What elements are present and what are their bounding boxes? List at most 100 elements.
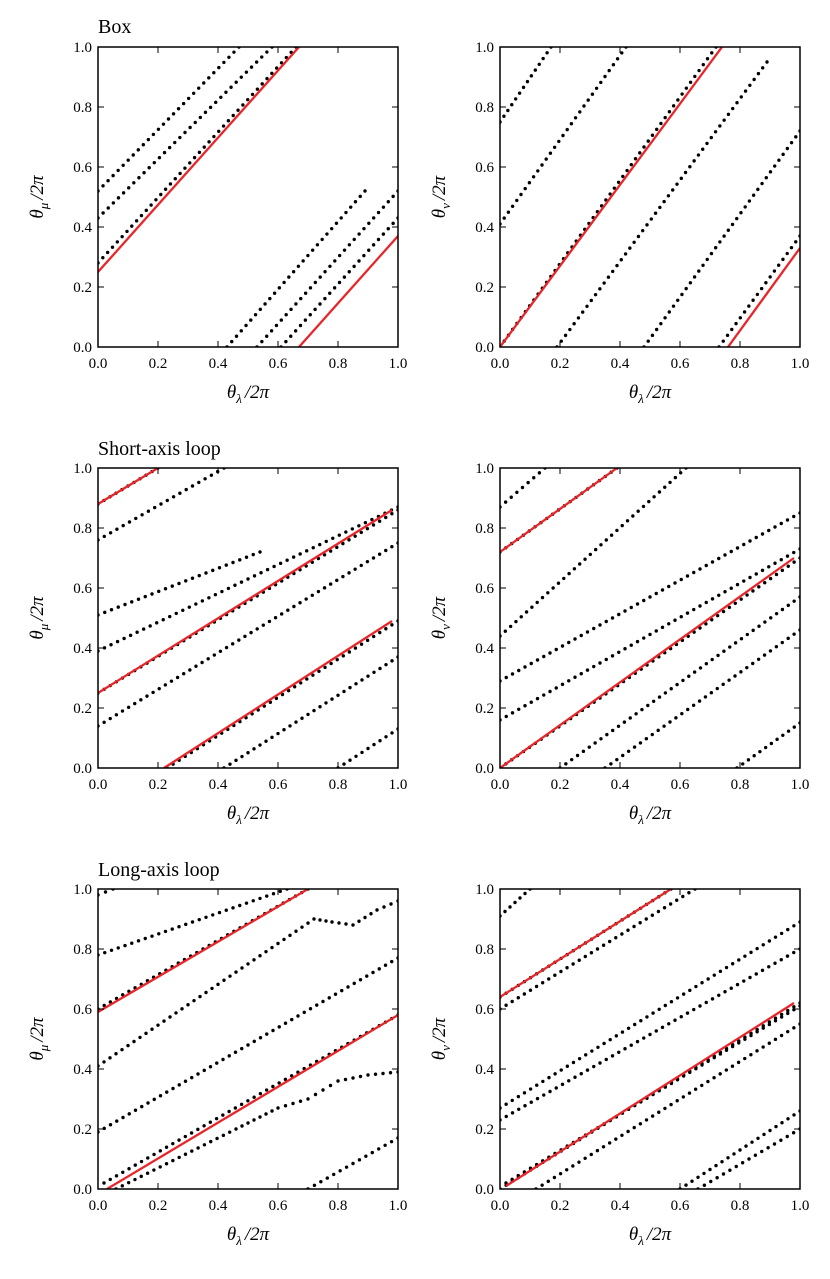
dot-point [581,310,585,314]
axes-frame [499,888,801,1190]
dot-point [632,745,637,749]
dot-point [785,554,790,558]
dot-point [571,1164,575,1168]
dot-point [673,475,678,480]
x-tick-label: 0.2 [149,356,168,372]
dot-point [687,1091,692,1095]
dot-point [792,1113,796,1117]
dot-point [541,1079,545,1084]
dot-point [145,1171,150,1175]
dot-point [733,641,738,645]
dot-point [335,545,339,550]
dot-point [710,618,714,622]
dot-point [371,523,376,527]
dot-point [292,604,296,609]
dot-point [145,694,149,698]
dot-point [529,661,533,666]
dot-point [691,703,696,707]
dot-point [127,1112,131,1116]
dot-point [620,932,624,936]
dot-point [246,1099,250,1103]
dot-point [766,1146,770,1150]
x-tick-label: 0.4 [209,356,228,372]
dot-point [270,71,274,76]
dot-point [540,595,545,600]
dot-point [102,534,107,539]
dot-point [698,666,703,670]
x-tick-label: 0.6 [269,1198,288,1214]
dot-point [663,316,667,320]
dot-point [779,931,784,936]
dot-point [180,1007,184,1011]
dot-point [271,892,276,896]
dot-point [639,1018,643,1023]
x-tick-label: 0.6 [269,356,288,372]
dot-point [717,993,721,998]
y-tick-label: 0.2 [475,701,494,717]
dot-series-5 [279,216,398,347]
dot-point [730,1064,735,1068]
row-title-long-axis-loop: Long-axis loop [98,859,220,881]
dot-point [642,636,646,640]
dot-point [726,1156,730,1160]
dot-point [739,670,743,674]
dot-point [102,1060,106,1064]
dot-point [252,958,256,962]
dot-point [760,181,764,186]
fit-line-0 [500,889,672,998]
dot-point [667,310,671,314]
dot-point [650,1114,655,1118]
dot-point [283,1077,288,1082]
dot-series-0 [500,468,547,509]
dot-point [202,145,206,149]
dot-point [709,251,714,256]
dot-point [300,925,304,929]
dot-point [371,556,376,560]
dot-point [139,1159,144,1164]
dot-point [127,520,132,524]
dot-point [704,563,708,568]
dot-point [340,988,344,993]
dot-point [341,654,345,658]
dot-point [116,605,120,609]
dot-point [583,1156,587,1161]
dot-point [109,608,114,612]
dot-point [535,1083,539,1087]
dot-series-3 [555,60,769,347]
dot-point [238,558,242,562]
y-tick-label: 0.6 [73,581,92,597]
dot-point [183,130,187,135]
dot-point [755,1049,759,1053]
dot-point [617,612,621,617]
dot-point [739,637,744,641]
dot-point [696,153,701,157]
dot-point [743,1056,747,1061]
dot-point [786,636,790,641]
dot-point [517,91,522,95]
x-tick-label: 0.4 [611,1198,630,1214]
dot-point [221,1057,225,1062]
dot-point [373,1072,378,1076]
x-tick-label: 0.2 [551,777,570,793]
dot-point [763,581,767,585]
dot-point [157,589,161,594]
dot-point [260,82,264,86]
dot-point [322,553,327,557]
dot-point [685,1011,690,1015]
dot-point [553,1072,557,1076]
dot-point [525,79,530,84]
dot-point [565,1064,570,1068]
dot-point [143,594,147,599]
dot-point [144,1031,148,1036]
dot-point [246,962,250,966]
fit-line-0 [98,47,300,273]
y-tick-label: 0.4 [73,220,92,236]
dot-point [581,749,586,754]
dot-point [121,163,125,167]
dot-point [767,939,772,943]
dot-point [692,670,697,674]
dot-point [108,1177,112,1182]
dot-point [146,1156,150,1160]
dot-point [158,1165,162,1169]
dot-point [654,327,659,332]
